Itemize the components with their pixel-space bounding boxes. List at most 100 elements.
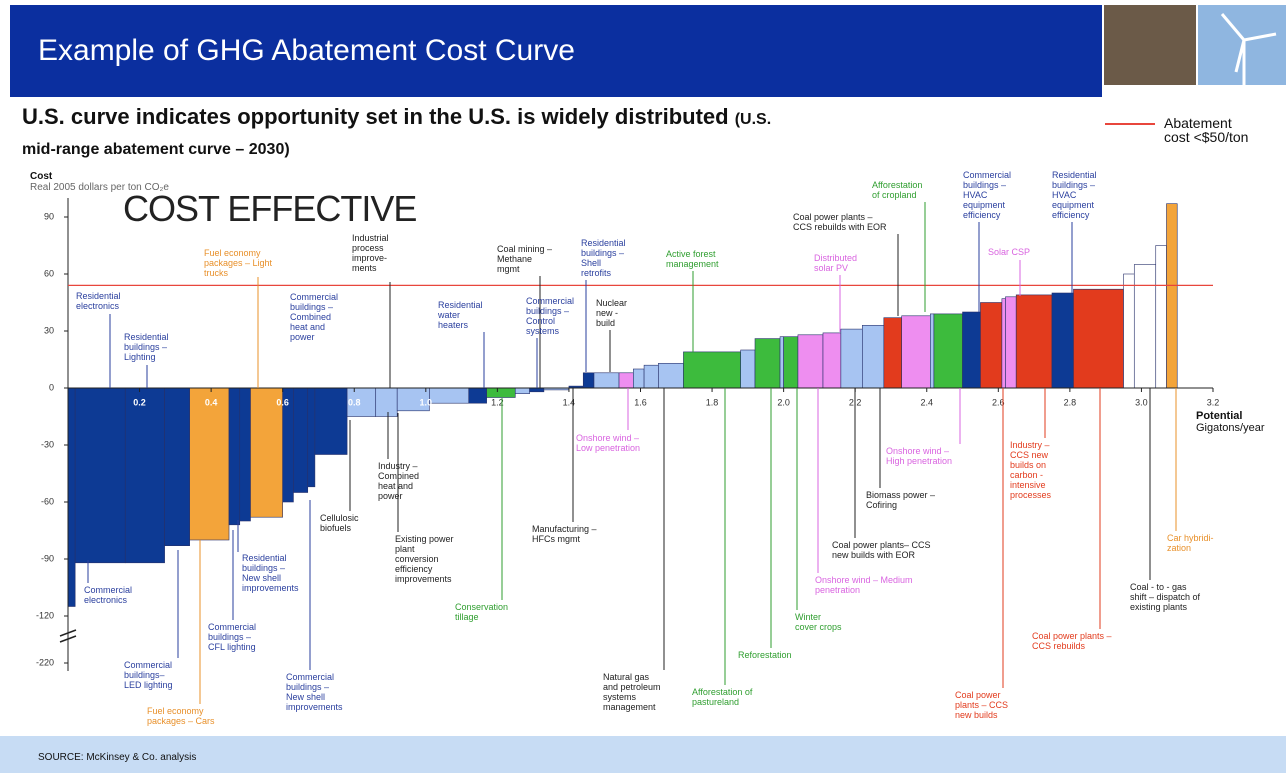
- bar: [529, 387, 545, 393]
- bar: [429, 387, 470, 404]
- photo-people: [1104, 5, 1196, 85]
- bar: [468, 387, 487, 404]
- annotation: Onshore wind – High penetration: [886, 446, 953, 466]
- bar: [883, 317, 903, 389]
- y-tick-label: 60: [44, 268, 54, 278]
- annotation: Coal power plants – CCS rebuilds with EO…: [793, 212, 887, 232]
- subtitle-note: (U.S. mid-range abatement curve – 2030): [22, 111, 772, 158]
- x-tick-label: 2.8: [1064, 397, 1077, 407]
- bar: [740, 349, 756, 389]
- annotation: Industrial process improve- ments: [352, 233, 389, 273]
- subtitle-text: U.S. curve indicates opportunity set in …: [22, 104, 729, 129]
- annotation: Nuclear new - build: [596, 298, 628, 328]
- annotation: Commercial buildings – HVAC equipment ef…: [963, 170, 1012, 220]
- bar: [1166, 203, 1178, 389]
- x-tick-label: 0.8: [348, 397, 361, 407]
- annotation: Coal mining – Methane mgmt: [497, 244, 553, 274]
- annotation: Residential buildings – Shell retrofits: [581, 238, 626, 278]
- bar: [375, 387, 398, 417]
- bar: [67, 387, 76, 607]
- bar: [1155, 245, 1167, 389]
- bar: [1001, 298, 1006, 389]
- y-tick-label: 30: [44, 325, 54, 335]
- annotation: Residential buildings – HVAC equipment e…: [1052, 170, 1097, 220]
- annotation: Onshore wind – Low penetration: [576, 433, 641, 453]
- bar: [293, 387, 309, 493]
- annotation: Residential buildings – Lighting: [124, 332, 169, 362]
- x-tick-label: 1.0: [420, 397, 433, 407]
- x-tick-label: 2.0: [777, 397, 790, 407]
- y-axis-sublabel: Real 2005 dollars per ton CO₂e: [30, 182, 169, 193]
- bar: [633, 368, 645, 389]
- turbine-blade: [1234, 39, 1246, 73]
- annotation: Afforestation of pastureland: [692, 687, 753, 707]
- bar: [980, 302, 1003, 389]
- annotation: Natural gas and petroleum systems manage…: [603, 672, 661, 712]
- bar: [239, 387, 251, 522]
- bar: [189, 387, 230, 541]
- annotation: Residential electronics: [76, 291, 121, 311]
- x-tick-label: 1.2: [491, 397, 504, 407]
- bar: [618, 372, 634, 389]
- x-tick-label: 1.4: [563, 397, 576, 407]
- bar: [643, 364, 659, 389]
- y-tick-label: 0: [49, 382, 54, 392]
- bar: [1051, 292, 1074, 389]
- annotation: Residential water heaters: [438, 300, 483, 330]
- annotation: Winter cover crops: [795, 612, 842, 632]
- banner: COST EFFECTIVE: [123, 188, 417, 229]
- annotation: Residential buildings – New shell improv…: [242, 553, 299, 593]
- annotation: Afforestation of cropland: [872, 180, 923, 200]
- bar: [582, 372, 595, 389]
- bar: [74, 387, 126, 564]
- annotation: Car hybridi- zation: [1167, 533, 1214, 553]
- annotation: Biomass power – Cofiring: [866, 490, 936, 510]
- bar: [783, 336, 799, 389]
- x-tick-label: 3.2: [1207, 397, 1220, 407]
- bar: [862, 324, 885, 389]
- bar: [962, 311, 981, 389]
- x-tick-label: 2.4: [920, 397, 933, 407]
- annotation: Fuel economy packages – Light trucks: [204, 248, 273, 278]
- y-tick-label: -120: [36, 610, 54, 620]
- bar: [514, 387, 530, 394]
- annotation: Manufacturing – HFCs mgmt: [532, 524, 597, 544]
- bar: [933, 313, 963, 389]
- bar: [658, 362, 684, 389]
- annotation: Reforestation: [738, 650, 792, 660]
- bar: [1005, 296, 1017, 389]
- annotation: Coal power plants– CCS new builds with E…: [832, 540, 931, 560]
- turbine-blade: [1243, 32, 1277, 42]
- y-tick-label: -90: [41, 553, 54, 563]
- y-axis-label: Cost: [30, 171, 53, 182]
- bar: [1073, 288, 1124, 389]
- axis-break: [59, 629, 77, 637]
- bar: [1015, 294, 1053, 389]
- x-tick-label: 1.6: [634, 397, 647, 407]
- bar: [593, 372, 620, 389]
- annotation: Commercial buildings – Combined heat and…: [290, 292, 339, 342]
- annotation: Active forest management: [666, 249, 719, 269]
- bar: [228, 387, 241, 526]
- source: SOURCE: McKinsey & Co. analysis: [38, 752, 197, 763]
- annotation: Coal - to - gas shift – dispatch of exis…: [1130, 582, 1201, 612]
- x-tick-label: 1.8: [706, 397, 719, 407]
- annotation: Commercial buildings – New shell improve…: [286, 672, 343, 712]
- legend-label: Abatement cost <$50/ton: [1164, 115, 1249, 145]
- bar: [250, 387, 283, 518]
- x-axis-title: Potential: [1196, 410, 1243, 422]
- bar: [314, 387, 348, 455]
- bar: [797, 334, 824, 389]
- annotation: Conservation tillage: [455, 602, 509, 622]
- annotation: Distributed solar PV: [814, 253, 858, 273]
- bar: [124, 387, 165, 564]
- bar: [840, 328, 863, 389]
- turbine-blade: [1220, 13, 1246, 41]
- bar: [1133, 264, 1157, 389]
- bar: [930, 313, 935, 389]
- y-tick-label: -220: [36, 657, 54, 667]
- y-tick-label: -30: [41, 439, 54, 449]
- bar: [307, 387, 316, 488]
